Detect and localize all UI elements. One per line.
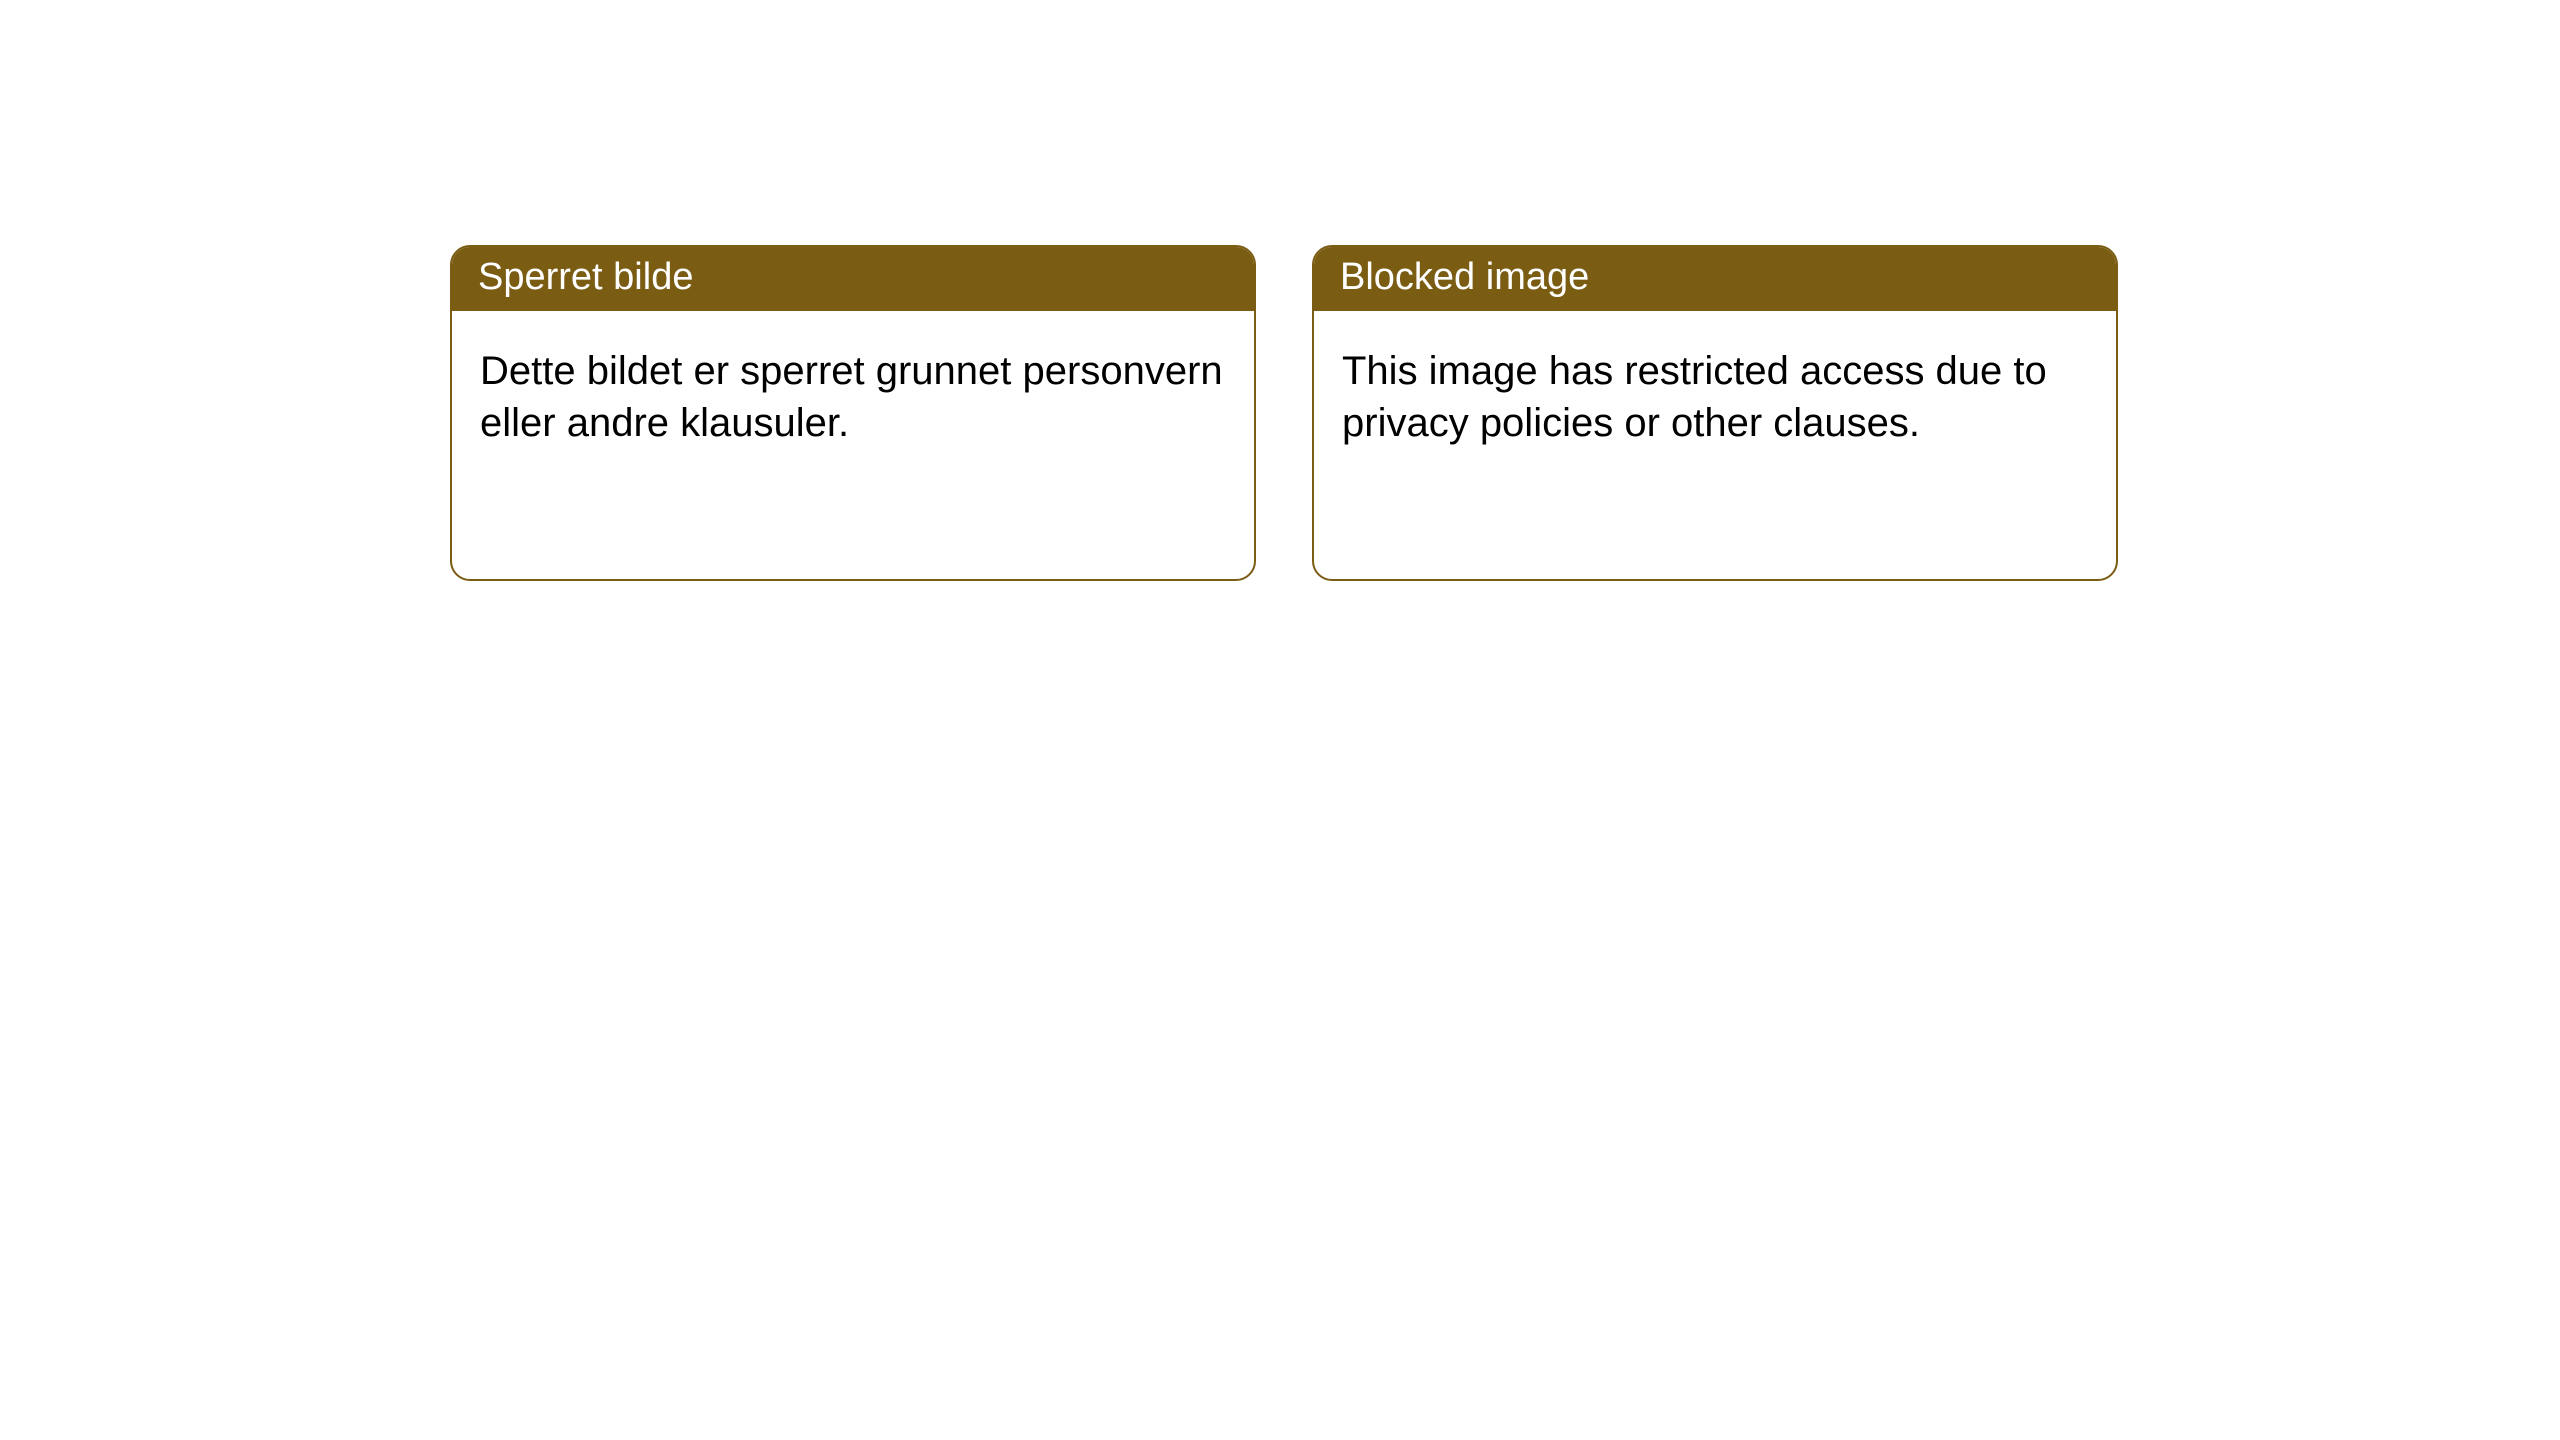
card-title: Blocked image bbox=[1314, 247, 2116, 311]
card-body-text: This image has restricted access due to … bbox=[1314, 311, 2116, 479]
card-title: Sperret bilde bbox=[452, 247, 1254, 311]
blocked-image-card-en: Blocked image This image has restricted … bbox=[1312, 245, 2118, 581]
blocked-image-card-no: Sperret bilde Dette bildet er sperret gr… bbox=[450, 245, 1256, 581]
notice-cards-row: Sperret bilde Dette bildet er sperret gr… bbox=[0, 0, 2560, 581]
card-body-text: Dette bildet er sperret grunnet personve… bbox=[452, 311, 1254, 479]
